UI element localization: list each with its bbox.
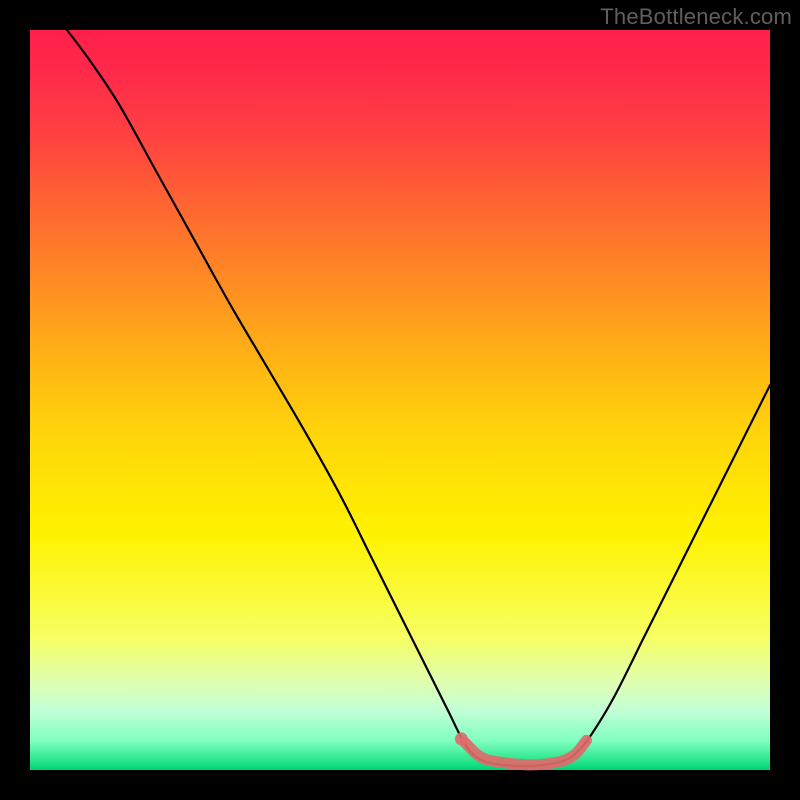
- chart-canvas: TheBottleneck.com: [0, 0, 800, 800]
- highlight-start-dot: [455, 732, 468, 745]
- watermark-text: TheBottleneck.com: [600, 4, 792, 30]
- plot-area: [30, 30, 770, 770]
- chart-svg: [0, 0, 800, 800]
